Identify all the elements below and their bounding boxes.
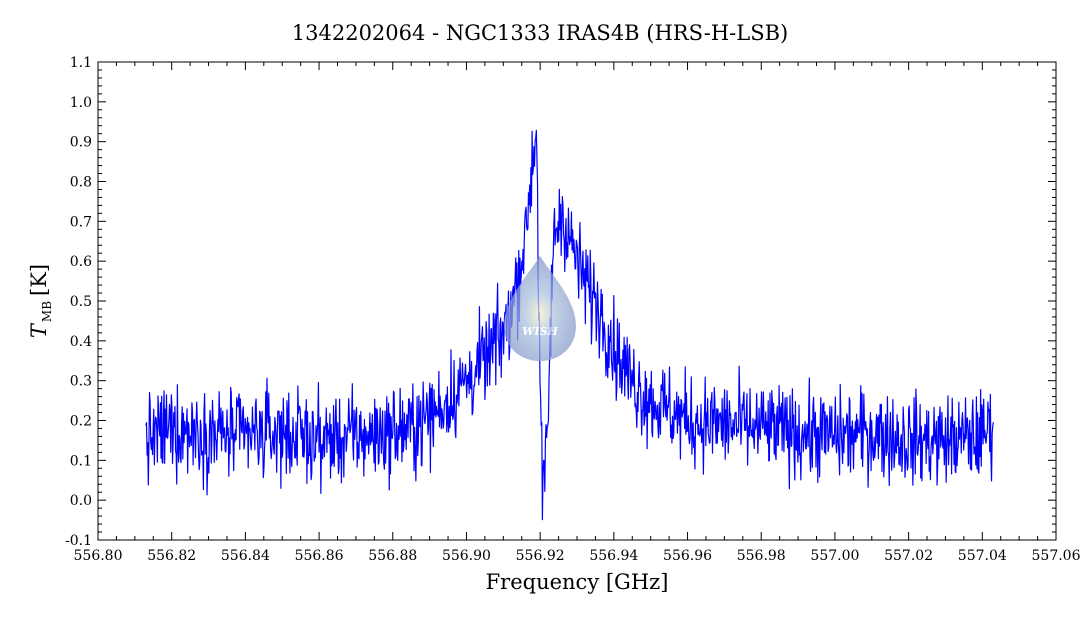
- svg-text:TMB[K]: TMB [K]: [27, 264, 54, 338]
- y-tick-label: 0.5: [70, 294, 92, 310]
- x-tick-label: 556.98: [737, 548, 786, 564]
- y-tick-label: -0.1: [65, 533, 92, 549]
- x-tick-label: 556.94: [589, 548, 638, 564]
- x-axis-label: Frequency [GHz]: [486, 570, 669, 594]
- chart-title: 1342202064 - NGC1333 IRAS4B (HRS-H-LSB): [292, 21, 788, 45]
- y-tick-label: 0.2: [70, 414, 92, 430]
- y-tick-label: 0.1: [70, 453, 92, 469]
- x-tick-label: 557.00: [810, 548, 859, 564]
- x-tick-label: 556.96: [663, 548, 712, 564]
- y-tick-label: 1.0: [70, 95, 92, 111]
- x-tick-label: 556.90: [442, 548, 491, 564]
- x-tick-label: 556.82: [147, 548, 196, 564]
- x-tick-label: 556.80: [74, 548, 123, 564]
- y-axis-label-sub: MB: [40, 301, 54, 322]
- watermark-text: WISH: [522, 325, 558, 338]
- y-tick-label: 0.8: [70, 175, 92, 191]
- x-tick-label: 556.86: [295, 548, 344, 564]
- x-tick-label: 557.06: [1032, 548, 1080, 564]
- x-tick-label: 557.04: [958, 548, 1007, 564]
- spectrum-series-line: [145, 129, 994, 521]
- y-axis-label-main: T: [27, 322, 51, 338]
- y-tick-label: 0.6: [70, 254, 92, 270]
- y-tick-label: 0.0: [70, 493, 92, 509]
- y-axis-label: TMB [K]: [27, 264, 54, 338]
- y-axis-label-unit: [K]: [27, 264, 51, 296]
- y-tick-label: 0.7: [70, 214, 92, 230]
- y-tick-label: 0.3: [70, 374, 92, 390]
- watermark-drop: [504, 256, 576, 361]
- x-tick-label: 556.84: [221, 548, 270, 564]
- y-tick-label: 0.9: [70, 135, 92, 151]
- y-tick-label: 0.4: [70, 334, 92, 350]
- x-tick-label: 556.88: [368, 548, 417, 564]
- x-tick-label: 556.92: [516, 548, 565, 564]
- y-tick-label: 1.1: [70, 55, 92, 71]
- x-axis: 556.80 556.82 556.84 556.86 556.88 556.90 556.…: [74, 62, 1080, 564]
- x-tick-label: 557.02: [884, 548, 933, 564]
- wish-watermark: WISH: [504, 256, 576, 361]
- y-axis: -0.1 0.0 0.1 0.2 0.3 0.4 0.5 0.6 0.7 0.8 0.9 1.0 1.1: [65, 55, 1056, 549]
